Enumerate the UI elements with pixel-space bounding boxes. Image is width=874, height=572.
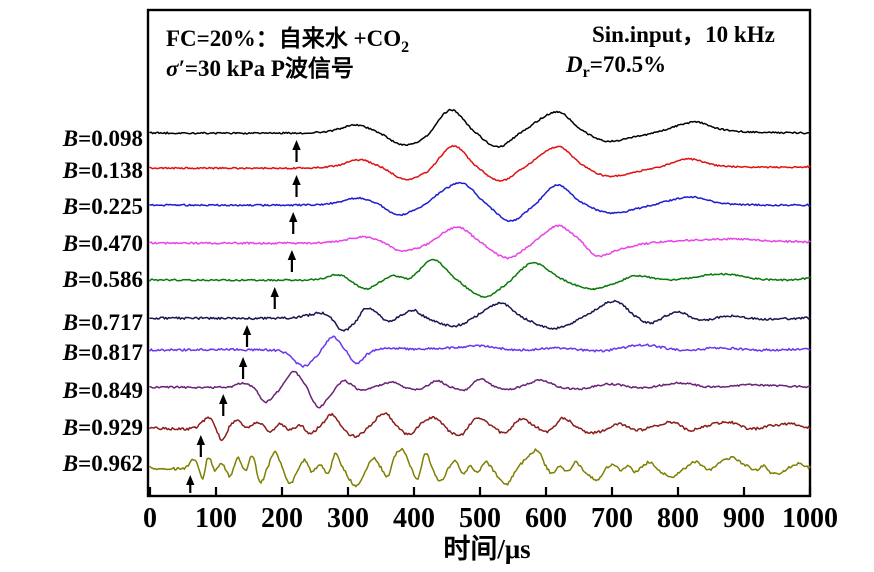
- trace-line-B-0.929: [149, 412, 811, 442]
- x-tick-label-700: 700: [591, 503, 633, 534]
- trace-line-B-0.225: [149, 181, 811, 223]
- trace-line-B-0.138: [149, 144, 811, 182]
- b-value-label-B-0.098: B=0.098: [62, 126, 143, 151]
- annotation-specimen-line1: FC=20%：自来水 +CO2: [166, 25, 409, 56]
- b-value-label-B-0.817: B=0.817: [62, 340, 143, 365]
- x-tick-label-500: 500: [459, 503, 501, 534]
- dr-subscript: r: [583, 64, 590, 81]
- plot-border: [146, 8, 812, 498]
- trace-line-B-0.849: [149, 370, 811, 409]
- x-tick-label-400: 400: [393, 503, 435, 534]
- x-tick-label-800: 800: [657, 503, 699, 534]
- arrival-arrow-head-B-0.225: [289, 212, 298, 222]
- trace-line-B-0.586: [149, 258, 811, 299]
- co2-subscript: 2: [401, 39, 409, 56]
- b-value-label-B-0.962: B=0.962: [62, 451, 143, 476]
- b-value-label-B-0.849: B=0.849: [62, 378, 143, 403]
- b-value-label-B-0.138: B=0.138: [62, 158, 143, 183]
- trace-line-B-0.470: [149, 224, 811, 260]
- arrival-arrow-head-B-0.817: [238, 357, 248, 367]
- plot-content-layer: 0 100 200 300 400 500 600 700 800 900 1000 B=0.098 B…: [62, 108, 838, 534]
- arrival-arrow-head-B-0.962: [186, 475, 195, 485]
- b-value-label-B-0.586: B=0.586: [62, 267, 143, 292]
- arrival-arrow-head-B-0.849: [219, 394, 228, 404]
- arrival-arrow-head-B-0.717: [242, 325, 252, 335]
- x-tick-label-300: 300: [327, 503, 369, 534]
- arrival-arrow-head-B-0.929: [196, 435, 206, 445]
- annotation-specimen-line2: σ′=30 kPa P波信号: [166, 55, 354, 81]
- trace-line-B-0.717: [149, 299, 811, 332]
- arrival-arrow-head-B-0.098: [292, 140, 301, 150]
- x-tick-label-1000: 1000: [782, 503, 838, 534]
- b-value-label-B-0.717: B=0.717: [62, 310, 143, 335]
- x-tick-label-100: 100: [195, 503, 237, 534]
- x-axis-title: 时间/μs: [443, 534, 530, 564]
- x-tick-label-0: 0: [143, 503, 157, 534]
- trace-line-B-0.962: [149, 447, 811, 488]
- x-tick-label-900: 900: [723, 503, 765, 534]
- x-tick-label-200: 200: [261, 503, 303, 534]
- b-value-label-B-0.225: B=0.225: [62, 194, 143, 219]
- arrival-arrow-head-B-0.470: [287, 250, 297, 260]
- trace-line-B-0.817: [149, 335, 811, 368]
- trace-line-B-0.098: [149, 108, 811, 148]
- b-value-label-B-0.929: B=0.929: [62, 415, 143, 440]
- annotation-input-line1: Sin.input，10 kHz: [592, 22, 775, 47]
- arrival-arrow-head-B-0.586: [270, 287, 279, 297]
- arrival-arrow-head-B-0.138: [292, 175, 301, 185]
- annotation-density-line2: Dr=70.5%: [565, 52, 666, 81]
- x-tick-label-600: 600: [525, 503, 567, 534]
- b-value-label-B-0.470: B=0.470: [62, 231, 143, 256]
